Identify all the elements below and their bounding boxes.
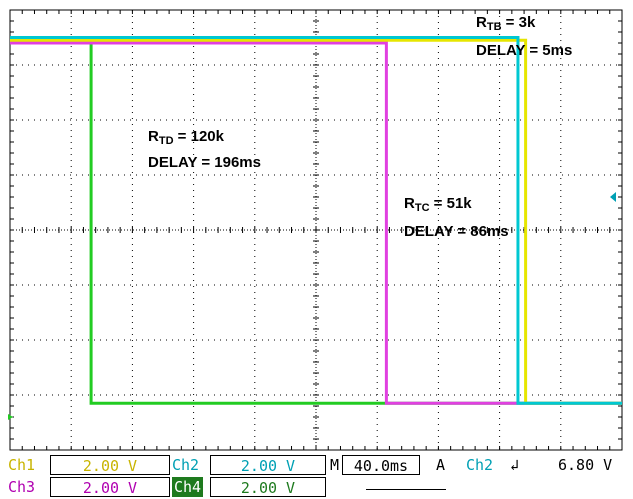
ch3-scale: 2.00 V	[50, 477, 170, 497]
timebase-value: 40.0ms	[342, 455, 420, 475]
status-underline	[366, 489, 446, 490]
ann-rtd-delay: DELAY = 196ms	[148, 154, 261, 171]
trigger-level: 6.80 V	[558, 456, 613, 474]
ann-rtd-r: R	[148, 128, 159, 145]
ch4-label: Ch4	[172, 477, 204, 497]
timebase-prefix: M	[330, 456, 340, 474]
level-markers	[8, 192, 616, 420]
trace-ch3	[10, 41, 622, 405]
ch1-scale: 2.00 V	[50, 455, 170, 475]
ch1-label: Ch1	[8, 456, 36, 474]
ground-marker-icon	[8, 414, 13, 420]
ch4-scale: 2.00 V	[210, 477, 326, 497]
trigger-source: Ch2	[466, 456, 494, 474]
annotation-rtb: RTB = 3k DELAY = 5ms	[476, 14, 572, 60]
ann-rtc-r: R	[404, 195, 415, 212]
annotation-rtd: RTD = 120k DELAY = 196ms	[148, 128, 261, 172]
ann-rtd-sub: TD	[158, 135, 174, 147]
trace-ch2	[10, 36, 622, 405]
ann-rtc-value: = 51k	[429, 195, 472, 212]
ch2-scale: 2.00 V	[210, 455, 326, 475]
ann-rtc-sub: TC	[414, 202, 430, 214]
waveform-traces	[10, 36, 622, 405]
trigger-mode: A	[436, 456, 446, 474]
ann-rtb-delay: DELAY = 5ms	[476, 42, 573, 59]
ch2-label: Ch2	[172, 456, 200, 474]
ann-rtd-value: = 120k	[173, 128, 224, 145]
ann-rtb-r: R	[476, 14, 487, 31]
ann-rtc-delay: DELAY = 86ms	[404, 223, 509, 240]
ann-rtb-value: = 3k	[501, 14, 536, 31]
status-bar: Ch1 2.00 V Ch2 2.00 V M 40.0ms A Ch2 ↲ 6…	[0, 455, 633, 499]
graticule	[9, 9, 623, 451]
annotation-rtc: RTC = 51k DELAY = 86ms	[404, 195, 509, 241]
ch3-label: Ch3	[8, 478, 36, 496]
ann-rtb-sub: TB	[486, 21, 502, 33]
trigger-slope-icon: ↲	[510, 456, 520, 474]
trigger-level-marker-icon	[610, 192, 616, 202]
